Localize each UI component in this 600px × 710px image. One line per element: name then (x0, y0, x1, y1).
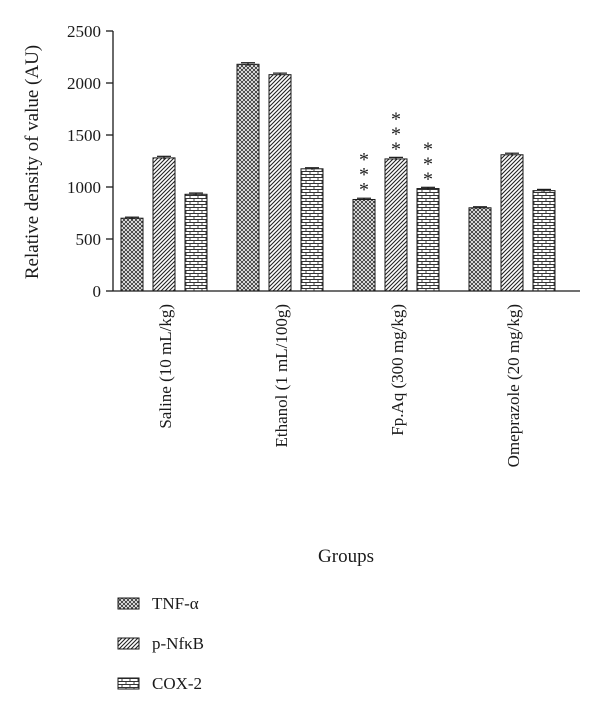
y-axis-label: Relative density of value (AU) (22, 45, 43, 279)
bar-brick (532, 190, 556, 292)
error-bars (125, 62, 551, 220)
x-tick-label: Fp.Aq (300 mg/kg) (388, 304, 407, 436)
significance-marker: * * * (423, 138, 433, 190)
y-tick-label: 2500 (67, 22, 101, 41)
x-tick-label: Omeprazole (20 mg/kg) (504, 304, 523, 467)
significance-marker: * * * (391, 108, 401, 160)
x-axis-ticks: Saline (10 mL/kg) Ethanol (1 mL/100g) Fp.A… (156, 304, 523, 467)
legend-swatch-crosshatch (117, 597, 140, 610)
bar-brick (300, 168, 324, 292)
bar-diagonal (384, 158, 408, 292)
y-tick-label: 500 (76, 230, 102, 249)
bar-brick (184, 193, 208, 292)
legend-swatch-diagonal (117, 637, 140, 650)
bar-crosshatch (236, 63, 260, 292)
bar-diagonal (500, 154, 524, 292)
bar-diagonal (152, 157, 176, 292)
legend-label: p-NfκB (152, 634, 204, 653)
x-tick-label: Ethanol (1 mL/100g) (272, 304, 291, 448)
legend-label: COX-2 (152, 674, 202, 693)
legend: TNF-α p-NfκB COX-2 (117, 594, 204, 693)
significance-marker: * * * (359, 149, 369, 201)
y-tick-label: 1500 (67, 126, 101, 145)
y-tick-label: 0 (93, 282, 102, 301)
y-tick-label: 2000 (67, 74, 101, 93)
legend-swatch-brick (117, 677, 140, 690)
x-axis-label: Groups (318, 546, 374, 567)
y-tick-label: 1000 (67, 178, 101, 197)
bar-crosshatch (352, 198, 376, 292)
significance-annotations: * * * * * * * * * (359, 108, 433, 201)
y-axis-ticks: 0 500 1000 1500 2000 2500 (67, 22, 113, 301)
bars (120, 63, 556, 292)
x-tick-label: Saline (10 mL/kg) (156, 304, 175, 429)
bar-brick (416, 188, 440, 292)
bar-diagonal (268, 74, 292, 292)
legend-label: TNF-α (152, 594, 199, 613)
bar-crosshatch (468, 207, 492, 292)
bar-crosshatch (120, 217, 144, 292)
